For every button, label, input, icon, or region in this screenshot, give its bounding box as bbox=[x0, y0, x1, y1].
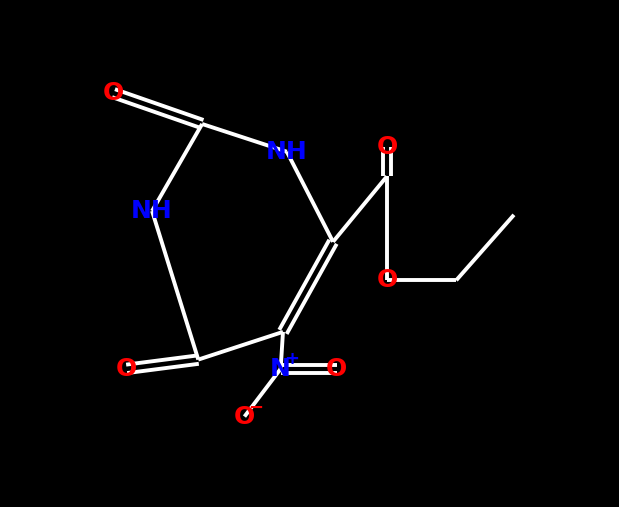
Text: O: O bbox=[326, 357, 347, 381]
Text: +: + bbox=[284, 350, 299, 368]
Text: O: O bbox=[376, 268, 397, 293]
Text: O: O bbox=[103, 81, 124, 105]
Text: NH: NH bbox=[266, 140, 308, 164]
Text: −: − bbox=[248, 399, 263, 417]
Text: N: N bbox=[271, 357, 291, 381]
Text: O: O bbox=[376, 135, 397, 159]
Text: O: O bbox=[116, 357, 137, 381]
Text: O: O bbox=[234, 405, 255, 428]
Text: NH: NH bbox=[131, 199, 173, 223]
